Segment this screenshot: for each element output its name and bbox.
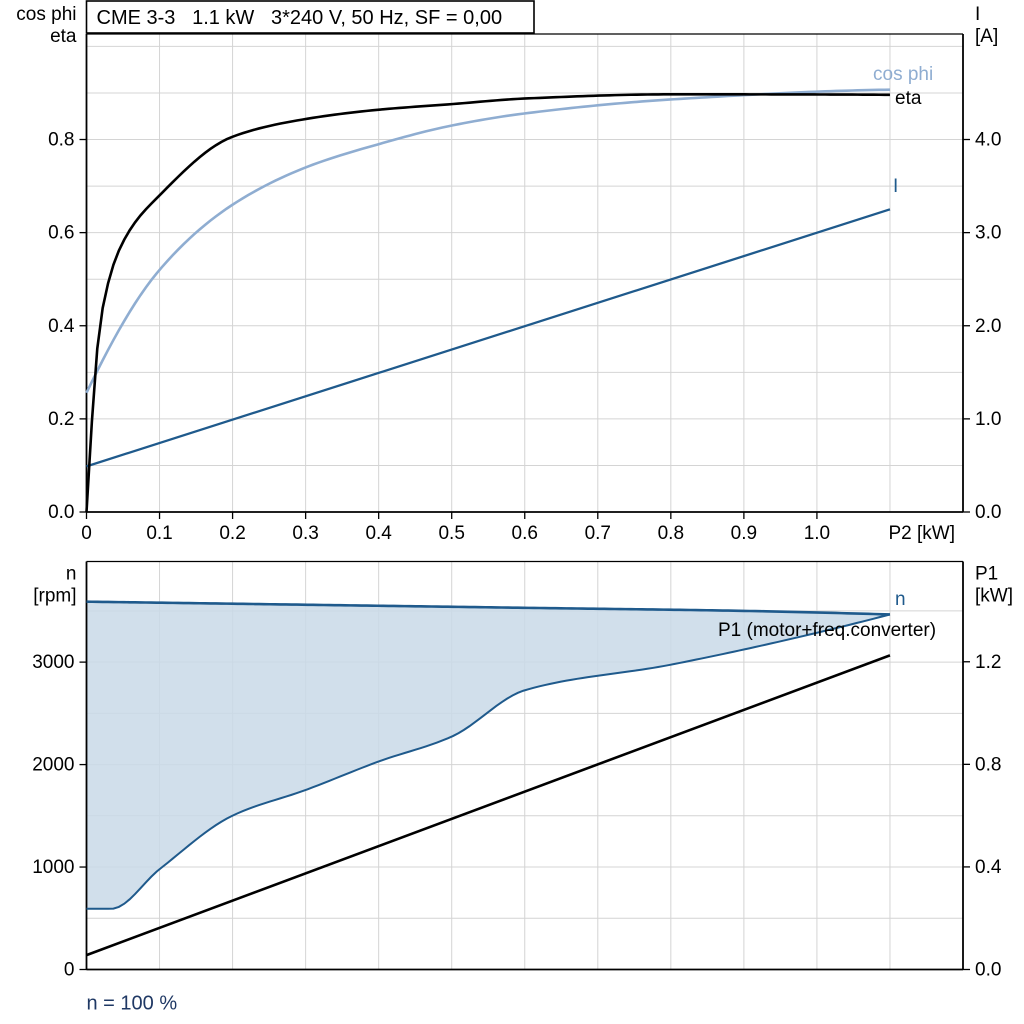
svg-text:2000: 2000 [32,755,74,776]
svg-text:[A]: [A] [975,26,998,47]
svg-text:0.6: 0.6 [48,223,74,244]
svg-text:1.0: 1.0 [975,409,1001,430]
svg-text:0.2: 0.2 [48,409,74,430]
svg-text:0.5: 0.5 [438,523,464,544]
svg-text:eta: eta [895,88,922,109]
svg-text:0.3: 0.3 [292,523,318,544]
svg-text:1.0: 1.0 [804,523,830,544]
svg-text:3.0: 3.0 [975,223,1001,244]
svg-text:3000: 3000 [32,652,74,673]
svg-text:n = 100 %: n = 100 % [87,993,178,1015]
svg-text:0.2: 0.2 [219,523,245,544]
svg-text:P2 [kW]: P2 [kW] [888,523,955,544]
svg-text:eta: eta [50,26,77,47]
svg-text:0.8: 0.8 [975,754,1001,775]
svg-text:0.4: 0.4 [365,523,392,544]
svg-text:I: I [893,176,898,197]
svg-text:0: 0 [81,523,92,544]
svg-text:4.0: 4.0 [975,130,1001,151]
svg-text:P1 (motor+freq.converter): P1 (motor+freq.converter) [718,620,936,641]
svg-text:0.4: 0.4 [975,857,1002,878]
svg-text:0.7: 0.7 [585,523,611,544]
svg-text:CME 3-3 1.1 kW 3*240 V, 50: CME 3-3 1.1 kW 3*240 V, 50 Hz, SF = 0,00 [97,7,503,29]
svg-text:cos phi: cos phi [873,64,933,85]
svg-text:1.2: 1.2 [975,652,1001,673]
svg-text:0.8: 0.8 [48,130,74,151]
svg-text:0.4: 0.4 [48,316,75,337]
svg-text:0.1: 0.1 [146,523,172,544]
svg-text:0.9: 0.9 [731,523,757,544]
svg-text:n: n [66,564,77,585]
svg-text:0: 0 [64,960,75,981]
svg-text:0.0: 0.0 [975,502,1001,523]
svg-text:2.0: 2.0 [975,316,1001,337]
svg-text:1000: 1000 [32,857,74,878]
svg-text:I: I [975,4,980,25]
svg-text:[kW]: [kW] [975,586,1013,607]
svg-text:0.0: 0.0 [48,502,74,523]
svg-text:0.6: 0.6 [512,523,538,544]
svg-text:P1: P1 [975,564,998,585]
svg-text:0.8: 0.8 [658,523,684,544]
svg-text:cos phi: cos phi [16,4,76,25]
svg-text:n: n [895,589,906,610]
svg-text:[rpm]: [rpm] [33,586,76,607]
svg-text:0.0: 0.0 [975,960,1001,981]
